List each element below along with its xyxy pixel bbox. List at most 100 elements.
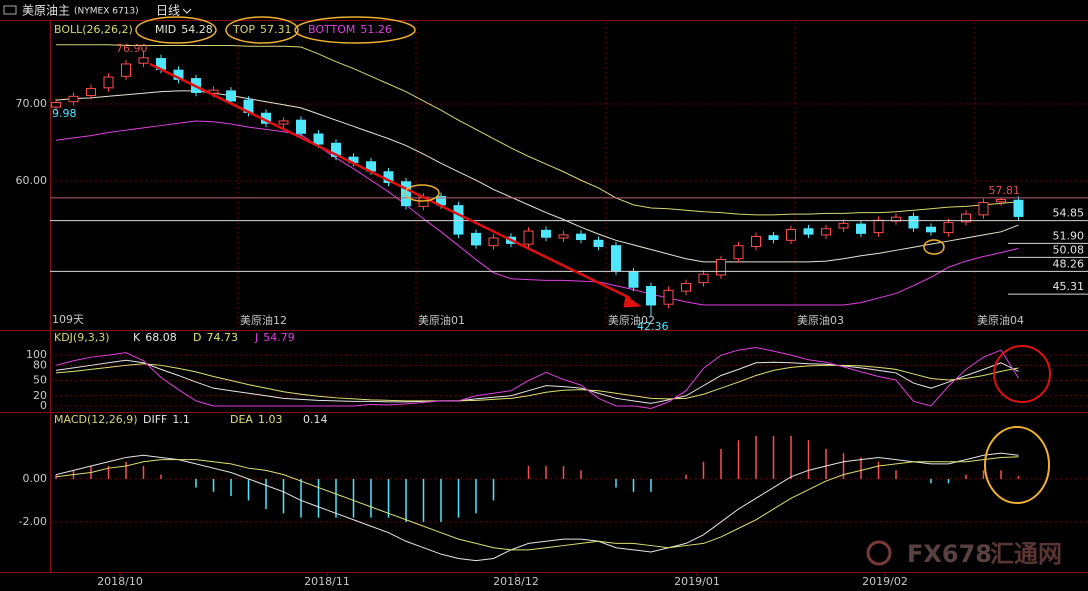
candle-body (523, 230, 534, 245)
candle-body (331, 142, 341, 157)
watermark-brand: FX678 (907, 540, 992, 568)
highlight-ellipse (135, 16, 217, 44)
contract-label: 美原油01 (418, 313, 465, 327)
candle-body (908, 215, 919, 229)
trough-label: 42.36 (637, 320, 669, 333)
candle-body (733, 245, 744, 260)
candle-body (856, 223, 866, 234)
indicator-title: BOLL(26,26,2) (54, 23, 133, 36)
candle-body (1013, 199, 1024, 217)
legend-value: 74.73 (206, 331, 238, 344)
legend-value: 57.31 (260, 23, 292, 36)
candle-body (401, 181, 411, 207)
y-tick-label: 70.00 (16, 97, 48, 110)
y-tick-label: 80 (33, 358, 47, 371)
candle-body (926, 226, 936, 233)
x-tick-label: 2018/10 (97, 575, 143, 588)
candle-body (698, 273, 709, 284)
legend-name: K (133, 331, 141, 344)
menu-icon[interactable] (3, 5, 17, 15)
legend-name: D (193, 331, 201, 344)
candle-body (803, 228, 814, 235)
level-label: 54.85 (1053, 207, 1085, 220)
instrument-code: (NYMEX 6713) (74, 7, 139, 17)
legend-value: 54.28 (181, 23, 213, 36)
indicator-title: KDJ(9,3,3) (54, 331, 110, 344)
indicator-line (55, 452, 1019, 562)
candle-body (121, 63, 131, 77)
candle-body (86, 88, 96, 97)
candle-body (68, 95, 79, 103)
peak-label: 76.90 (116, 42, 148, 55)
high-label: 57.81 (989, 184, 1021, 197)
legend-name: J (254, 331, 258, 344)
highlight-ellipse (984, 426, 1050, 504)
annotations (135, 16, 1051, 504)
legend-name: MID (155, 23, 176, 36)
contract-label: 美原油03 (797, 313, 844, 327)
period-selector[interactable]: 日线 (156, 4, 180, 18)
level-label: 51.90 (1053, 229, 1085, 242)
candle-body (768, 235, 779, 241)
instrument-title: 美原油主 (22, 4, 70, 18)
candle-body (628, 271, 639, 288)
candle-body (873, 219, 884, 234)
candle-body (646, 285, 656, 306)
y-tick-label: -2.00 (19, 515, 47, 528)
indicator-title: MACD(12,26,9) (54, 413, 138, 426)
candle-body (961, 213, 971, 223)
highlight-ellipse (225, 16, 299, 44)
x-tick-label: 2018/11 (304, 575, 350, 588)
legend-value: 51.26 (360, 23, 392, 36)
candle-body (611, 245, 621, 272)
candle-body (278, 120, 289, 125)
candle-body (943, 222, 954, 234)
watermark-name: 汇通网 (990, 540, 1062, 568)
indicator-line (55, 120, 1019, 306)
arrow-head (623, 295, 642, 308)
candle-body (488, 237, 499, 247)
contract-label: 美原油04 (977, 313, 1024, 327)
candle-body (978, 202, 989, 216)
candle-body (296, 119, 306, 134)
plot: 60.00 70.00 美原油12 美原油01 美原油02 美原油03 美原油04 109天 5… (16, 22, 1088, 588)
candle-body (226, 90, 236, 102)
contract-label: 美原油12 (240, 313, 287, 327)
legend-name: TOP (232, 23, 255, 36)
highlight-ellipse (404, 184, 440, 202)
legend-value: 1.03 (258, 413, 283, 426)
level-label: 48.26 (1053, 257, 1085, 270)
level-label: 45.31 (1053, 280, 1085, 293)
candle-body (453, 205, 464, 235)
legend-value: 54.79 (263, 331, 295, 344)
legend-name: BOTTOM (308, 23, 355, 36)
candle-body (786, 229, 796, 241)
candle-body (103, 76, 114, 89)
candle-body (838, 222, 849, 229)
level-label: 50.08 (1053, 243, 1085, 256)
x-tick-label: 2019/01 (674, 575, 720, 588)
candle-body (821, 228, 831, 236)
legend-value: 1.1 (172, 413, 190, 426)
candle-body (996, 198, 1006, 203)
contract-label: 美原油02 (608, 313, 655, 327)
legend-name: DEA (230, 413, 253, 426)
candle-body (558, 234, 569, 239)
y-tick-label: 0.00 (23, 472, 48, 485)
dropdown-icon[interactable] (182, 8, 192, 14)
y-tick-label: 0 (40, 399, 47, 412)
trend-arrow (149, 62, 631, 300)
legend-name: DIFF (143, 413, 167, 426)
y-tick-label: 20 (33, 389, 47, 402)
candle-body (138, 57, 149, 64)
candle-body (681, 282, 691, 292)
candle-body (51, 101, 61, 108)
indicator-line (55, 363, 1019, 402)
candle-body (716, 259, 726, 276)
candle-body (663, 289, 674, 305)
indicator-line (56, 44, 1019, 216)
left-label: 9.98 (52, 107, 77, 120)
watermark-logo (866, 540, 892, 566)
